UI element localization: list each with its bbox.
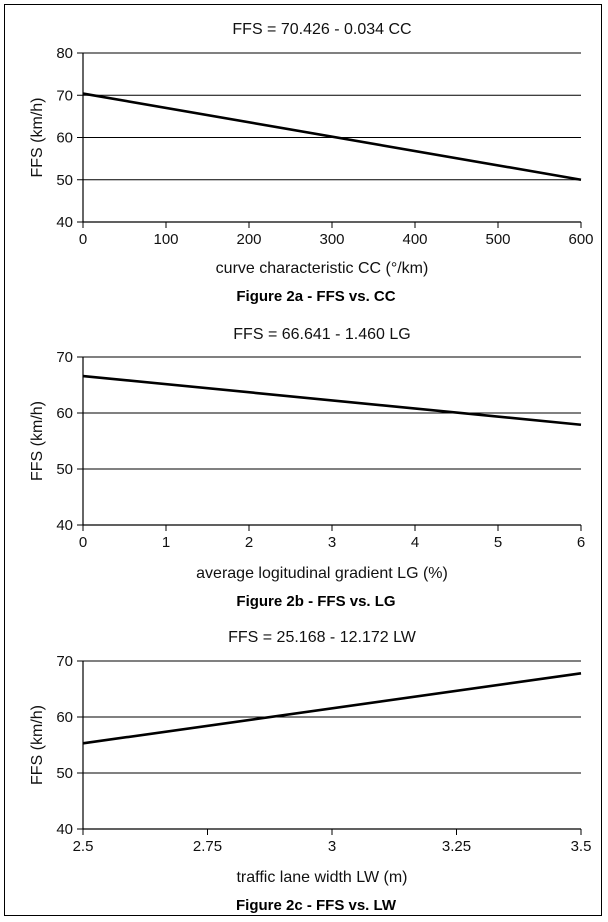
chart-title: FFS = 70.426 - 0.034 CC bbox=[232, 21, 411, 38]
x-tick-label: 600 bbox=[568, 231, 593, 248]
y-axis-label: FFS (km/h) bbox=[29, 98, 46, 178]
y-tick-label: 50 bbox=[56, 765, 73, 782]
y-tick-label: 50 bbox=[56, 172, 73, 189]
x-tick-label: 6 bbox=[577, 534, 585, 551]
y-tick-label: 70 bbox=[56, 349, 73, 366]
x-tick-label: 100 bbox=[153, 231, 178, 248]
y-tick-label: 40 bbox=[56, 214, 73, 231]
x-axis-label: curve characteristic CC (°/km) bbox=[216, 260, 429, 277]
x-tick-label: 5 bbox=[494, 534, 502, 551]
chart-title: FFS = 25.168 - 12.172 LW bbox=[228, 629, 417, 646]
figure-frame bbox=[4, 4, 602, 916]
figure-caption: Figure 2b - FFS vs. LG bbox=[236, 593, 395, 610]
y-tick-label: 60 bbox=[56, 405, 73, 422]
y-tick-label: 80 bbox=[56, 45, 73, 62]
y-tick-label: 70 bbox=[56, 653, 73, 670]
series-line bbox=[82, 672, 582, 745]
x-tick-label: 400 bbox=[402, 231, 427, 248]
y-tick-label: 40 bbox=[56, 517, 73, 534]
x-tick-label: 2.5 bbox=[73, 838, 94, 855]
x-tick-label: 3.25 bbox=[442, 838, 471, 855]
y-tick-label: 40 bbox=[56, 821, 73, 838]
x-tick-label: 1 bbox=[162, 534, 170, 551]
x-tick-label: 3.5 bbox=[571, 838, 592, 855]
y-tick-label: 60 bbox=[56, 130, 73, 147]
x-tick-label: 0 bbox=[79, 534, 87, 551]
y-tick-label: 70 bbox=[56, 87, 73, 104]
figure-caption: Figure 2c - FFS vs. LW bbox=[236, 897, 397, 914]
x-tick-label: 300 bbox=[319, 231, 344, 248]
x-tick-label: 0 bbox=[79, 231, 87, 248]
x-tick-label: 3 bbox=[328, 838, 336, 855]
x-tick-label: 200 bbox=[236, 231, 261, 248]
x-tick-label: 3 bbox=[328, 534, 336, 551]
series-line bbox=[82, 92, 582, 182]
x-axis-label: average logitudinal gradient LG (%) bbox=[196, 565, 448, 582]
series-line bbox=[82, 374, 582, 427]
x-tick-label: 500 bbox=[485, 231, 510, 248]
y-axis-label: FFS (km/h) bbox=[29, 401, 46, 481]
y-tick-label: 60 bbox=[56, 709, 73, 726]
x-tick-label: 2 bbox=[245, 534, 253, 551]
x-tick-label: 2.75 bbox=[193, 838, 222, 855]
y-tick-label: 50 bbox=[56, 461, 73, 478]
x-axis-label: traffic lane width LW (m) bbox=[236, 869, 407, 886]
x-tick-label: 4 bbox=[411, 534, 419, 551]
figure-caption: Figure 2a - FFS vs. CC bbox=[236, 288, 395, 305]
chart-title: FFS = 66.641 - 1.460 LG bbox=[233, 326, 410, 343]
y-axis-label: FFS (km/h) bbox=[29, 705, 46, 785]
